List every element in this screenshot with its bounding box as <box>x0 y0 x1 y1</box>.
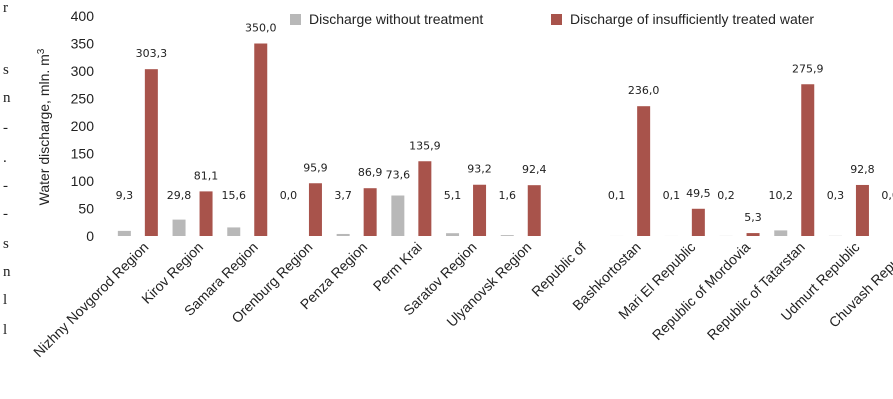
y-tick-label: 350 <box>71 36 95 52</box>
y-tick-label: 200 <box>71 118 95 134</box>
label-insufficiently-treated: 135,9 <box>409 139 441 152</box>
y-tick-label: 0 <box>86 228 94 244</box>
label-discharge-without-treatment: 3,7 <box>334 189 352 202</box>
label-insufficiently-treated: 275,9 <box>792 62 824 75</box>
bar-insufficiently-treated <box>746 233 760 236</box>
cropped-margin-char: - <box>3 178 8 194</box>
data-labels: 9,3 303,3 29,881,115,6 350,0 0,0 95,9 3,7 86,9 7… <box>116 22 893 225</box>
y-axis-title: Water discharge, mln. m3 <box>36 48 52 205</box>
bar-insufficiently-treated <box>199 191 213 236</box>
bar-insufficiently-treated <box>855 184 869 236</box>
bar-discharge-without-treatment <box>336 233 350 236</box>
bar-insufficiently-treated <box>527 185 541 236</box>
label-discharge-without-treatment: 0,1 <box>663 189 681 202</box>
label-discharge-without-treatment: 0,2 <box>717 189 735 202</box>
cropped-margin-char: n <box>3 90 11 106</box>
label-discharge-without-treatment: 9,3 <box>116 189 134 202</box>
legend-swatch-series-1 <box>290 14 301 25</box>
label-discharge-without-treatment: 5,1 <box>444 189 462 202</box>
bar-discharge-without-treatment <box>117 230 131 236</box>
y-tick-label: 400 <box>71 8 95 24</box>
label-insufficiently-treated: 81,1 <box>194 169 219 182</box>
label-discharge-without-treatment: 0,1 <box>608 189 626 202</box>
label-insufficiently-treated: 95,9 <box>303 161 328 174</box>
label-insufficiently-treated: 49,5 <box>686 187 711 200</box>
cropped-margin-char: s <box>3 62 9 78</box>
bar-discharge-without-treatment <box>774 230 788 236</box>
bar-discharge-without-treatment <box>227 227 241 236</box>
category-label: Nizhny Novgorod Region <box>30 239 151 360</box>
bars <box>117 43 869 236</box>
svg-text:Water discharge, mln. m3: Water discharge, mln. m3 <box>36 48 52 205</box>
cropped-margin-char: l <box>3 292 8 308</box>
bar-insufficiently-treated <box>473 184 487 236</box>
label-insufficiently-treated: 86,9 <box>358 166 383 179</box>
label-discharge-without-treatment: 0,3 <box>827 189 845 202</box>
bar-insufficiently-treated <box>637 106 651 236</box>
y-tick-label: 250 <box>71 91 95 107</box>
category-label: Republic of Mordovia <box>649 239 753 343</box>
label-discharge-without-treatment: 10,2 <box>769 189 794 202</box>
label-insufficiently-treated: 350,0 <box>245 22 277 35</box>
label-insufficiently-treated: 93,2 <box>467 163 492 176</box>
label-discharge-without-treatment: 73,6 <box>386 169 411 182</box>
cropped-margin-char: . <box>3 150 7 166</box>
cropped-margin-char: r <box>3 0 8 16</box>
bar-insufficiently-treated <box>691 208 705 236</box>
label-discharge-without-treatment: 0,0 <box>280 189 298 202</box>
label-insufficiently-treated: 236,0 <box>628 84 660 97</box>
label-discharge-without-treatment: 1,6 <box>499 189 517 202</box>
y-axis: 0 50 100 150 200 250 300 350 400 <box>71 8 95 244</box>
category-label: Republic of Tatarstan <box>704 239 808 343</box>
bar-insufficiently-treated <box>308 183 322 236</box>
label-discharge-without-treatment: 0,0 <box>881 189 893 202</box>
label-discharge-without-treatment: 15,6 <box>222 189 247 202</box>
legend-label-series-1: Discharge without treatment <box>309 11 483 27</box>
bar-discharge-without-treatment <box>446 233 460 236</box>
category-label: Perm Krai <box>370 239 425 294</box>
cropped-margin-char: - <box>3 120 8 136</box>
label-insufficiently-treated: 5,3 <box>744 211 762 224</box>
label-insufficiently-treated: 303,3 <box>136 47 168 60</box>
y-tick-label: 100 <box>71 173 95 189</box>
cropped-margin-char: - <box>3 206 8 222</box>
y-tick-label: 300 <box>71 63 95 79</box>
bar-insufficiently-treated <box>363 188 377 236</box>
y-tick-label: 150 <box>71 146 95 162</box>
bar-insufficiently-treated <box>801 84 815 236</box>
label-insufficiently-treated: 92,4 <box>522 163 547 176</box>
bar-discharge-without-treatment <box>172 219 186 236</box>
bar-discharge-without-treatment <box>500 235 514 236</box>
y-tick-label: 50 <box>78 201 94 217</box>
bar-discharge-without-treatment <box>391 195 405 236</box>
bar-insufficiently-treated <box>144 69 158 236</box>
cropped-margin-char: n <box>3 264 11 280</box>
label-insufficiently-treated: 92,8 <box>850 163 875 176</box>
cropped-margin-char: s <box>3 236 9 252</box>
y-axis-label-superscript: 3 <box>36 48 47 54</box>
legend-swatch-series-2 <box>551 14 562 25</box>
bar-insufficiently-treated <box>418 161 432 236</box>
bar-insufficiently-treated <box>254 43 268 236</box>
y-axis-label: Water discharge, mln. m <box>36 54 52 205</box>
legend-label-series-2: Discharge of insufficiently treated wate… <box>570 11 814 27</box>
legend: Discharge without treatment Discharge of… <box>290 11 814 27</box>
cropped-margin-char: l <box>3 322 8 338</box>
label-discharge-without-treatment: 29,8 <box>167 189 192 202</box>
